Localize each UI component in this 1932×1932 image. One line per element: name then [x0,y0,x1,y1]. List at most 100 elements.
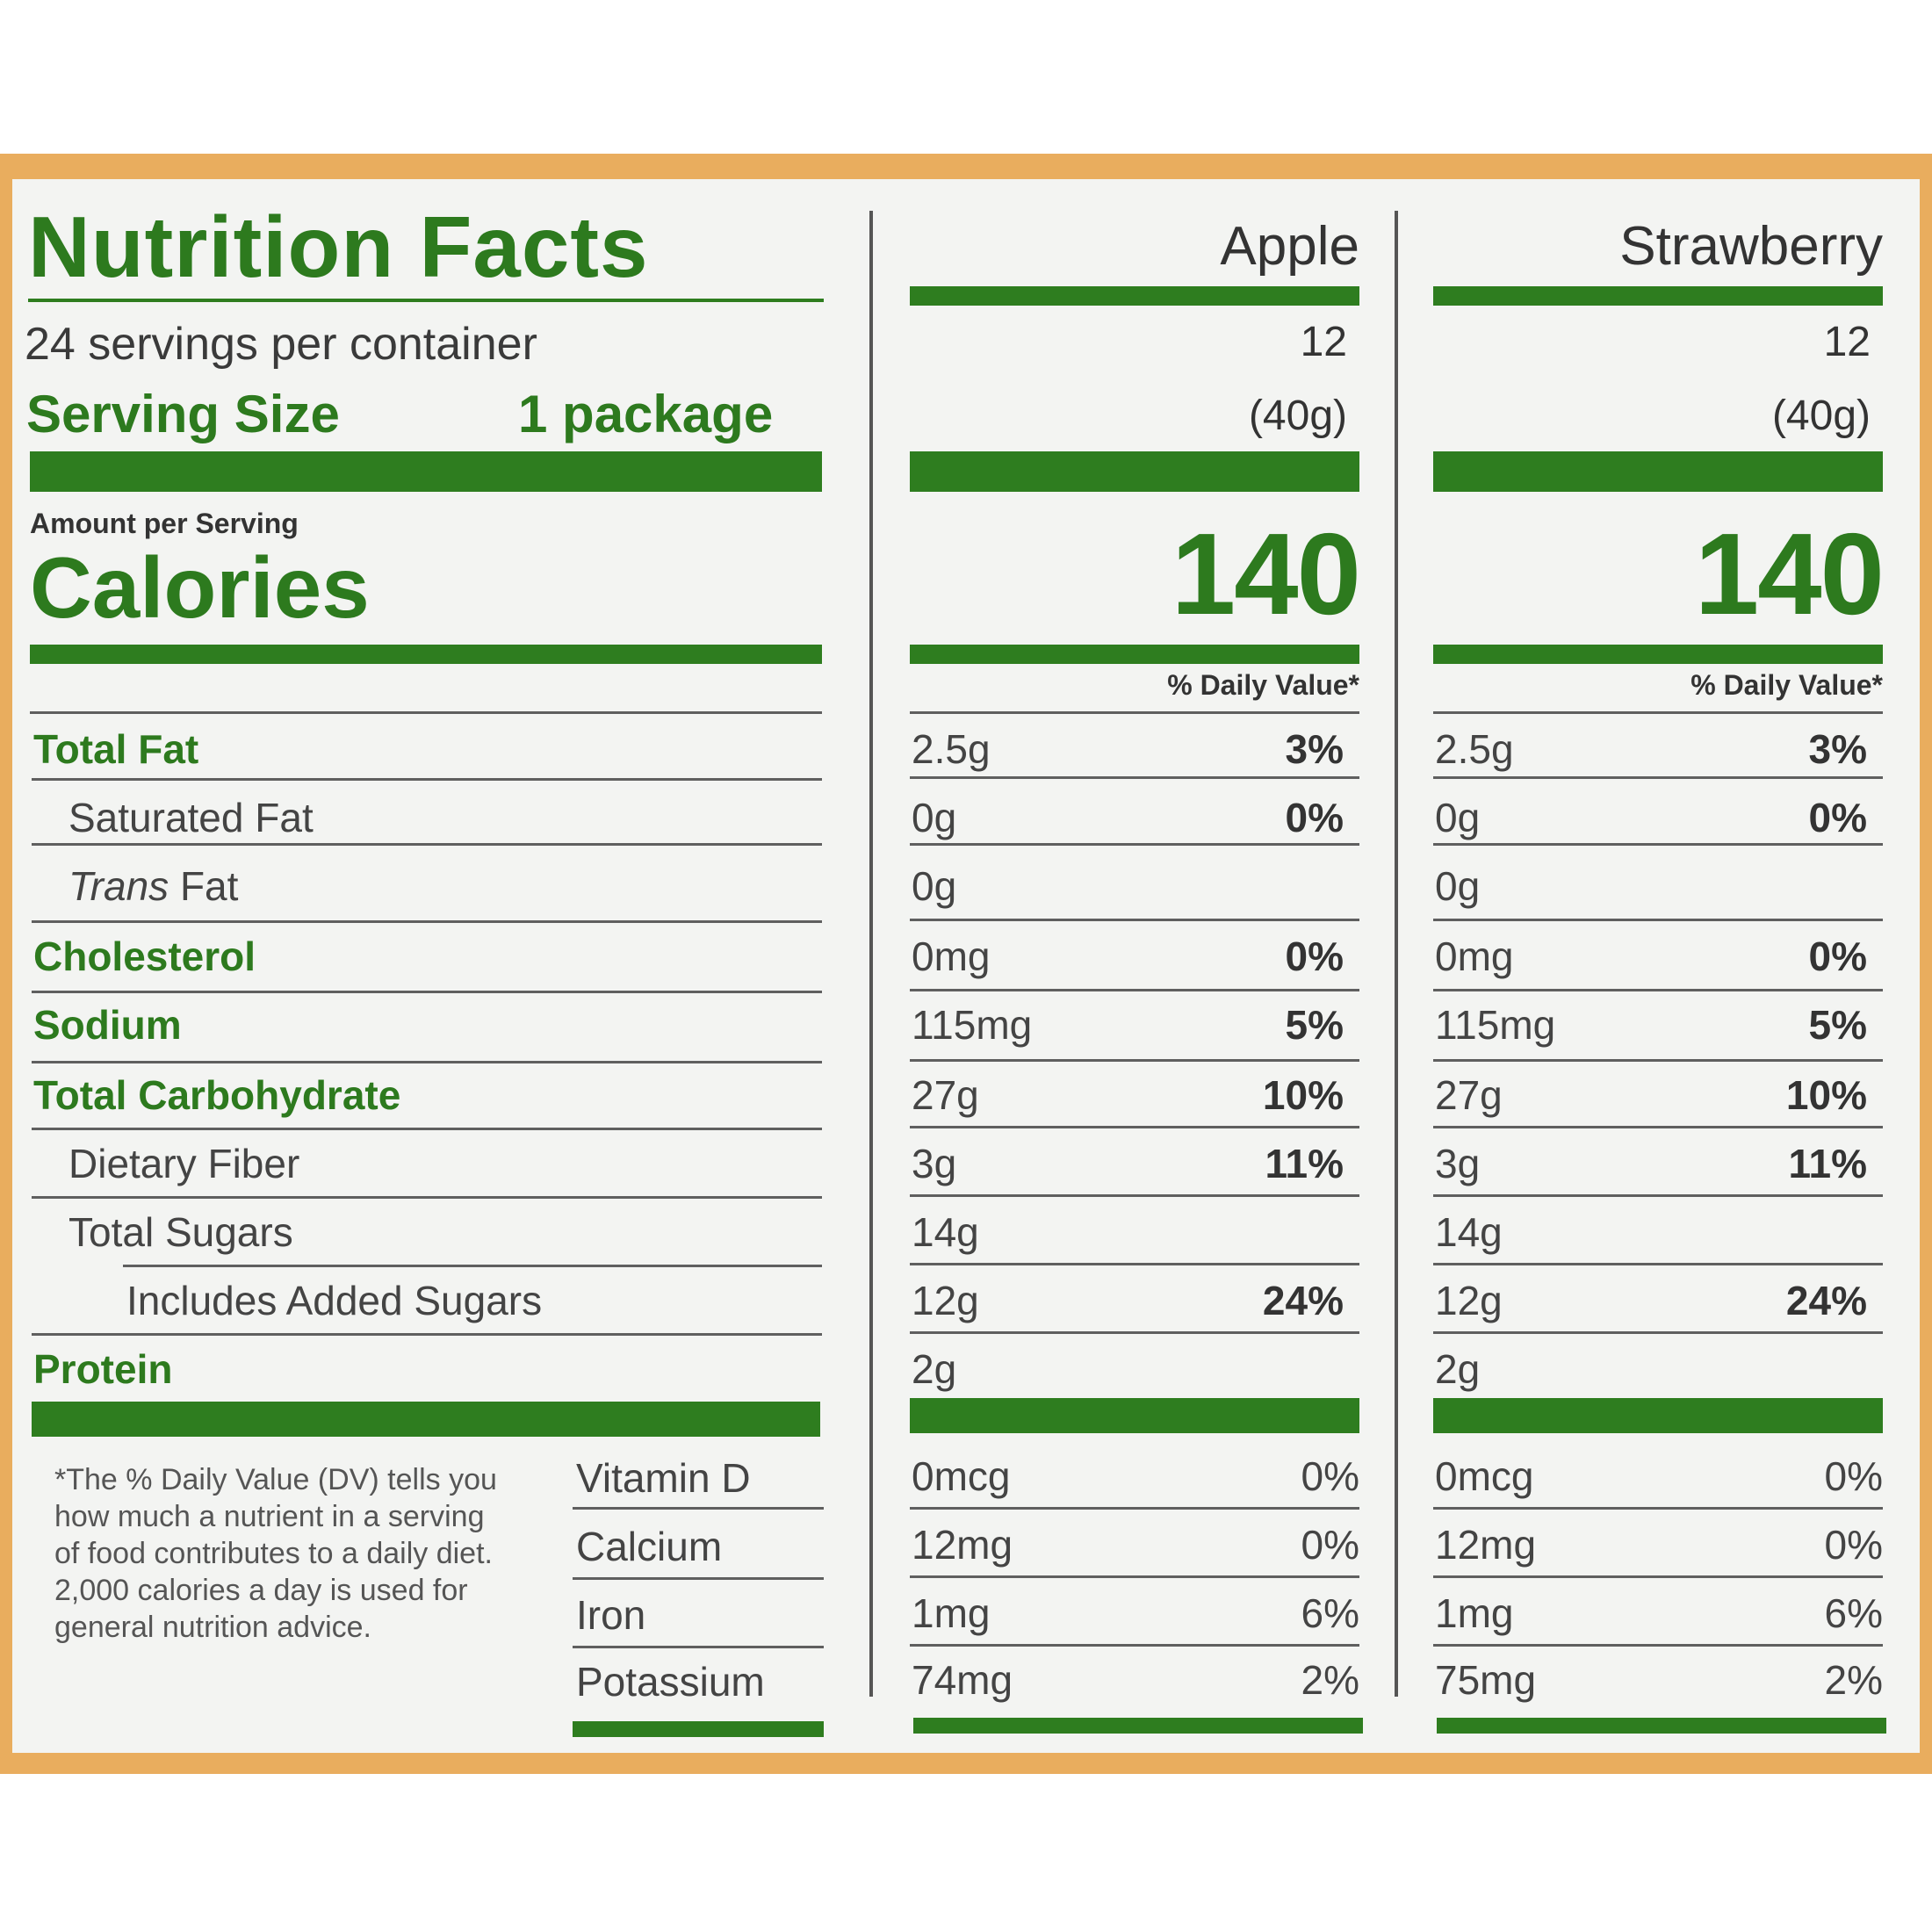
amount-per-serving: Amount per Serving [30,508,299,539]
column-bar-bottom-1 [1437,1718,1886,1734]
column-row-rule-0-2 [910,919,1359,921]
left-row-rule-1 [32,843,822,846]
column-row-rule-0-0 [910,776,1359,779]
nutrition-panel [12,179,1920,1753]
nutrient-label-3: Cholesterol [33,934,256,979]
vitamin-row-rule-1-0 [1433,1507,1883,1510]
amount-1-5: 27g [1435,1072,1503,1118]
column-bar-cal-0 [910,645,1359,664]
column-weight-1: (40g) [1771,393,1871,439]
column-calories-0: 140 [1171,509,1361,638]
vitamin-amount-0-2: 1mg [912,1590,991,1636]
column-row-rule-1-2 [1433,919,1883,921]
vitamin-label-2: Iron [576,1592,646,1638]
column-bar-protein-1 [1433,1398,1883,1433]
nutrient-label-4: Sodium [33,1002,182,1048]
left-rule-dv [30,711,822,714]
dv-0-8: 24% [1262,1278,1344,1323]
left-thick-bar-2 [30,645,822,664]
dv-0-3: 0% [1285,934,1344,979]
nutrient-label-8: Includes Added Sugars [126,1278,543,1323]
left-row-rule-4 [32,1061,822,1063]
amount-0-8: 12g [912,1278,979,1323]
vitamin-dv-1-2: 6% [1824,1590,1883,1636]
serving-size-label: Serving Size [26,385,340,443]
column-row-rule-0-3 [910,989,1359,991]
vitamin-amount-1-1: 12mg [1435,1522,1537,1568]
column-dv-header-1: % Daily Value* [1690,669,1883,701]
column-row-rule-1-6 [1433,1194,1883,1197]
column-row-rule-0-4 [910,1059,1359,1062]
nutrient-label-0: Total Fat [33,726,199,772]
dv-1-8: 24% [1785,1278,1867,1323]
column-row-rule-1-3 [1433,989,1883,991]
column-row-rule-0-5 [910,1126,1359,1128]
amount-0-3: 0mg [912,934,991,979]
amount-0-0: 2.5g [912,726,991,772]
vitamin-dv-0-0: 0% [1301,1453,1359,1499]
dv-1-6: 11% [1788,1141,1867,1186]
vitamin-row-rule-1-1 [1433,1575,1883,1578]
dv-0-5: 10% [1262,1072,1344,1118]
amount-0-7: 14g [912,1209,979,1255]
left-thick-bar-1 [30,451,822,492]
amount-0-9: 2g [912,1346,957,1392]
vitamin-amount-1-0: 0mcg [1435,1453,1534,1499]
column-row-rule-0-1 [910,843,1359,846]
dv-1-3: 0% [1808,934,1867,979]
amount-1-9: 2g [1435,1346,1481,1392]
dv-0-4: 5% [1285,1002,1344,1048]
vitamin-dv-0-2: 6% [1301,1590,1359,1636]
amount-0-5: 27g [912,1072,979,1118]
left-thick-bar-3 [32,1402,820,1437]
vitamin-label-3: Potassium [576,1659,765,1705]
amount-0-2: 0g [912,863,957,909]
trans-fat-suffix: Fat [169,863,239,909]
vitamin-rule-2 [573,1646,824,1648]
nutrient-label-1: Saturated Fat [68,795,314,840]
column-divider-1 [869,211,873,1697]
trans-italic: Trans [68,863,169,909]
title-rule [28,299,824,302]
column-bar-bottom-0 [913,1718,1363,1734]
amount-1-7: 14g [1435,1209,1503,1255]
column-row-rule-0-7 [910,1263,1359,1265]
vitamin-amount-0-1: 12mg [912,1522,1013,1568]
left-row-rule-5 [32,1128,822,1130]
left-row-rule-0 [32,778,822,781]
vitamin-amount-0-0: 0mcg [912,1453,1011,1499]
amount-1-0: 2.5g [1435,726,1514,772]
column-row-rule-1-1 [1433,843,1883,846]
left-row-rule-3 [32,991,822,993]
vitamin-dv-1-3: 2% [1824,1657,1883,1703]
vitamin-dv-0-1: 0% [1301,1522,1359,1568]
vitamin-dv-0-3: 2% [1301,1657,1359,1703]
left-bottom-bar [573,1721,824,1737]
column-bar-thick-1 [1433,451,1883,492]
column-servings-1: 12 [1823,319,1871,365]
column-bar-cal-1 [1433,645,1883,664]
vitamin-rule-0 [573,1507,824,1510]
serving-size-value: 1 package [518,385,774,443]
vitamin-dv-1-0: 0% [1824,1453,1883,1499]
amount-1-4: 115mg [1435,1002,1556,1048]
dv-0-0: 3% [1285,726,1344,772]
vitamin-row-rule-0-0 [910,1507,1359,1510]
amount-1-8: 12g [1435,1278,1503,1323]
dv-0-1: 0% [1285,795,1344,840]
column-row-rule-1-8 [1433,1331,1883,1334]
column-bar-top-0 [910,286,1359,306]
vitamin-row-rule-1-2 [1433,1644,1883,1647]
column-bar-protein-0 [910,1398,1359,1433]
column-rule-dv-0 [910,711,1359,714]
dv-0-6: 11% [1265,1141,1344,1186]
column-calories-1: 140 [1694,509,1885,638]
vitamin-label-0: Vitamin D [576,1455,751,1501]
column-row-rule-1-0 [1433,776,1883,779]
calories-label: Calories [30,539,370,636]
vitamin-rule-1 [573,1577,824,1580]
dv-1-5: 10% [1785,1072,1867,1118]
amount-1-6: 3g [1435,1141,1481,1186]
vitamin-dv-1-1: 0% [1824,1522,1883,1568]
vitamin-label-1: Calcium [576,1524,723,1569]
